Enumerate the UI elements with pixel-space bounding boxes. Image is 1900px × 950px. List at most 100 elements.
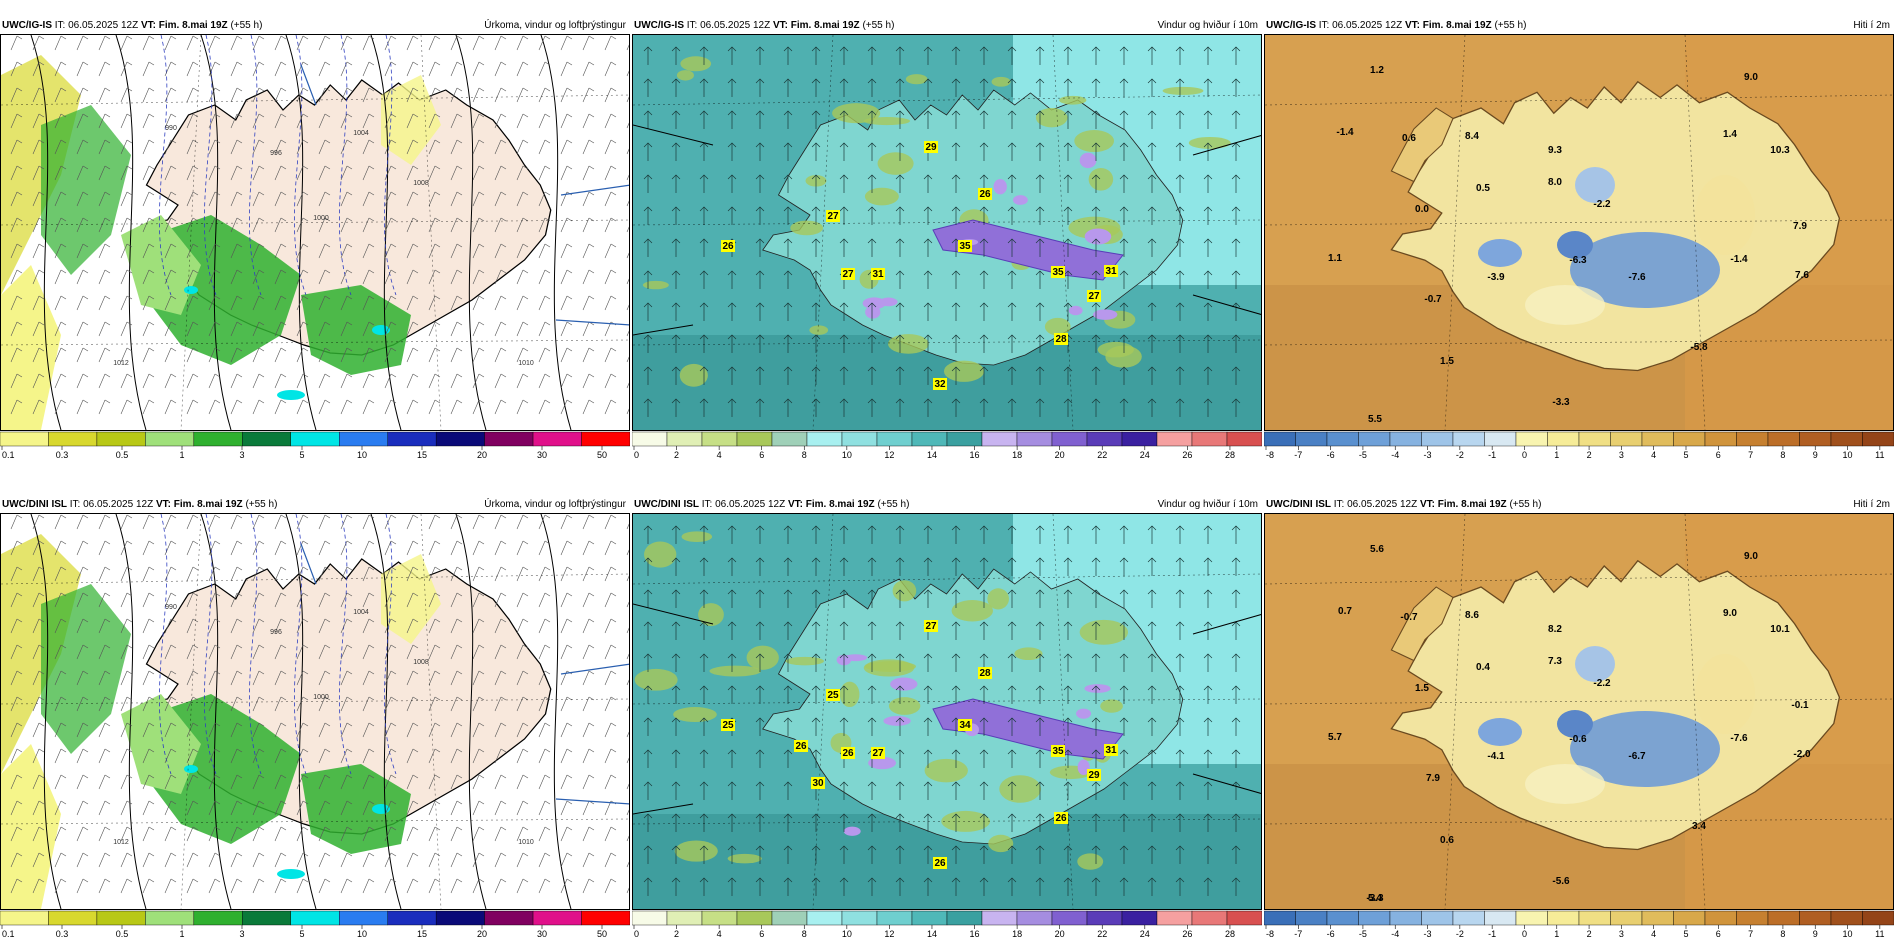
gust-label-box xyxy=(826,689,840,701)
isobar-label: 1010 xyxy=(518,839,534,846)
temperature-value-label: 9.0 xyxy=(1723,608,1737,619)
isobar-label: 996 xyxy=(270,629,282,636)
gust-label-box xyxy=(826,210,840,222)
it-value: 06.05.2025 12Z xyxy=(1332,20,1403,31)
temperature-value-label: -7.6 xyxy=(1628,272,1646,283)
colorbar-swatch xyxy=(771,431,808,447)
colorbar-tick-label: -4 xyxy=(1391,929,1399,939)
colorbar-tick-label: 30 xyxy=(537,929,547,939)
temperature-value-label: 5.6 xyxy=(1370,544,1384,555)
colorbar-swatch xyxy=(339,910,388,926)
colorbar-tick-label: 10 xyxy=(842,450,852,460)
colorbar-swatch xyxy=(1736,910,1769,926)
colorbar-swatch xyxy=(581,431,630,447)
panel-header: UWC/IG-IS IT: 06.05.2025 12Z VT: Fim. 8.… xyxy=(1264,18,1894,34)
colorbar-swatch xyxy=(1326,431,1359,447)
colorbar-swatch xyxy=(1484,431,1517,447)
gust-value-label: 27 xyxy=(925,621,937,632)
temperature-value-label: -6.7 xyxy=(1628,751,1646,762)
gust-value-label: 26 xyxy=(795,741,807,752)
colorbar-tick-label: 6 xyxy=(1716,929,1721,939)
temperature-value-label: -3.3 xyxy=(1552,397,1570,408)
colorbar-tick-label: -8 xyxy=(1266,450,1274,460)
gust-value-label: 26 xyxy=(1055,813,1067,824)
colorbar-swatch xyxy=(48,910,98,926)
temperature-value-label: 10.1 xyxy=(1770,624,1790,635)
colorbar-swatch xyxy=(435,910,485,926)
colorbar-tick-label: 8 xyxy=(1780,450,1785,460)
colorbar-swatch xyxy=(1156,910,1193,926)
temperature-value-label: 0.4 xyxy=(1476,662,1490,673)
colorbar-swatch xyxy=(242,910,291,926)
gust-value-label: 30 xyxy=(812,778,824,789)
colorbar-swatch xyxy=(1830,910,1863,926)
gust-value-label: 27 xyxy=(827,211,839,222)
model-name: UWC/IG-IS xyxy=(2,20,52,31)
temperature-value-label: 8.2 xyxy=(1548,624,1562,635)
isobar-label: 1008 xyxy=(413,180,429,187)
colorbar-tick-label: 22 xyxy=(1097,450,1107,460)
colorbar-swatch xyxy=(145,910,195,926)
temperature-value-label: -7.6 xyxy=(1730,733,1748,744)
gust-label-box xyxy=(978,188,992,200)
isobar-label: 990 xyxy=(165,125,177,132)
gust-value-label: 27 xyxy=(872,748,884,759)
panel-title: Vindur og hviður í 10m xyxy=(1157,20,1258,31)
colorbar-swatch xyxy=(339,431,388,447)
colorbar-swatch xyxy=(701,910,738,926)
colorbar: 0 2 4 6 8 10 12 14 16 18 20 22 24 26 28 xyxy=(632,431,1262,461)
colorbar-swatch xyxy=(1326,910,1359,926)
colorbar-swatch xyxy=(387,910,437,926)
colorbar-swatch xyxy=(1421,431,1454,447)
map-area: 1.2 9.0 -1.4 0.6 8.4 9.3 1.4 10.3 0.5 8.0 -2.2 0.0 7… xyxy=(1264,34,1894,431)
model-name: UWC/IG-IS xyxy=(634,20,684,31)
gust-label-box xyxy=(924,141,938,153)
colorbar-swatch xyxy=(1295,431,1328,447)
temperature-value-label: 1.4 xyxy=(1723,129,1737,140)
colorbar-tick-label: 20 xyxy=(477,929,487,939)
colorbar-tick-label: 6 xyxy=(759,929,764,939)
colorbar-swatch xyxy=(1358,431,1391,447)
colorbar-tick-label: 10 xyxy=(357,929,367,939)
panel-title: Hiti í 2m xyxy=(1853,20,1890,31)
colorbar-swatch xyxy=(981,431,1018,447)
colorbar-tick-label: 5 xyxy=(1683,929,1688,939)
isobar-label: 1004 xyxy=(353,130,369,137)
colorbar-swatch xyxy=(876,431,913,447)
panel-header: UWC/DINI ISL IT: 06.05.2025 12Z VT: Fim.… xyxy=(1264,497,1894,513)
vt-value: Fim. 8.mai 19Z xyxy=(790,20,860,31)
colorbar-swatch xyxy=(632,910,668,926)
colorbar-tick-label: 0.1 xyxy=(2,450,15,460)
temperature-value-label: 8.0 xyxy=(1548,177,1562,188)
colorbar-tick-label: -1 xyxy=(1488,450,1496,460)
colorbar-swatch xyxy=(1421,910,1454,926)
colorbar-swatch xyxy=(1799,910,1832,926)
colorbar-swatch xyxy=(0,431,49,447)
model-name: UWC/DINI ISL xyxy=(634,499,699,510)
colorbar-swatch xyxy=(145,431,195,447)
map-area: 5.6 9.0 0.7 -0.7 8.6 8.2 9.0 10.1 0.4 7.3 -2.2 1.5 -… xyxy=(1264,513,1894,910)
temperature-value-label: 7.6 xyxy=(1795,270,1809,281)
colorbar-swatch xyxy=(1515,910,1548,926)
colorbar-tick-label: -5 xyxy=(1359,450,1367,460)
colorbar-tick-label: 16 xyxy=(970,450,980,460)
colorbar-tick-label: 15 xyxy=(417,450,427,460)
colorbar-swatch xyxy=(806,910,843,926)
colorbar-tick-label: 28 xyxy=(1225,929,1235,939)
temperature-value-label: 10.3 xyxy=(1770,145,1790,156)
temperature-value-label: 5.4 xyxy=(1368,893,1382,904)
colorbar-swatch xyxy=(1862,910,1894,926)
temperature-value-label: -2.2 xyxy=(1593,199,1611,210)
vt-value: Fim. 8.mai 19Z xyxy=(173,499,243,510)
isobar-label: 1004 xyxy=(353,609,369,616)
isobar-label: 1008 xyxy=(413,659,429,666)
colorbar-swatch xyxy=(1389,431,1422,447)
colorbar-tick-label: 8 xyxy=(802,450,807,460)
temperature-value-label: 0.5 xyxy=(1476,183,1490,194)
vt-value: Fim. 8.mai 19Z xyxy=(158,20,228,31)
colorbar-tick-label: 20 xyxy=(477,450,487,460)
colorbar-swatch xyxy=(771,910,808,926)
colorbar-tick-label: 50 xyxy=(597,929,607,939)
temperature-value-label: -5.6 xyxy=(1552,876,1570,887)
colorbar-swatch xyxy=(532,431,582,447)
